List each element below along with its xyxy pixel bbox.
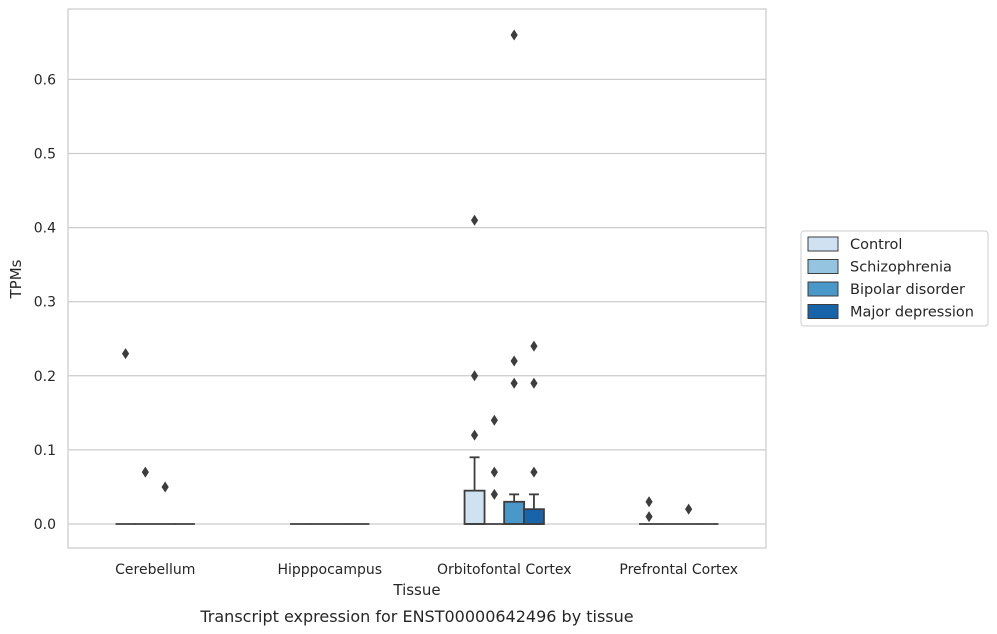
y-tick-label: 0.6 bbox=[34, 72, 56, 88]
legend-frame bbox=[800, 230, 989, 327]
box bbox=[503, 500, 526, 525]
box-bipolar-disorder bbox=[678, 503, 699, 525]
y-tick-label: 0.5 bbox=[34, 147, 56, 163]
x-tick-label: Cerebellum bbox=[115, 562, 195, 578]
outlier-point bbox=[161, 481, 169, 493]
outlier-point bbox=[685, 503, 693, 515]
legend-entry-label: Schizophrenia bbox=[850, 260, 952, 276]
outlier-point bbox=[530, 340, 538, 352]
box-control bbox=[115, 348, 136, 525]
outlier-point bbox=[530, 466, 538, 478]
outlier-point bbox=[510, 29, 518, 41]
outlier-point bbox=[470, 370, 479, 382]
x-tick-label: Hipppocampus bbox=[277, 562, 382, 578]
box-schizophrenia bbox=[135, 466, 156, 525]
outlier-point bbox=[470, 214, 479, 226]
y-tick-label: 0.4 bbox=[34, 221, 56, 237]
outlier-point bbox=[645, 511, 653, 523]
legend-swatch bbox=[807, 236, 839, 252]
y-tick-label: 0.2 bbox=[34, 369, 56, 385]
outlier-point bbox=[490, 414, 498, 426]
x-tick-labels: Cerebellum Hipppocampus Orbitofontal Corte… bbox=[115, 562, 738, 578]
outlier-point bbox=[510, 355, 518, 367]
legend-entry-label: Bipolar disorder bbox=[850, 282, 965, 298]
x-tick-label: Prefrontal Cortex bbox=[619, 562, 738, 578]
box-major-depression bbox=[523, 340, 545, 525]
y-tick-label: 0.0 bbox=[34, 517, 56, 533]
outlier-point bbox=[530, 377, 538, 389]
outlier-point bbox=[121, 348, 130, 360]
outlier-point bbox=[470, 429, 479, 441]
legend-entry-label: Control bbox=[850, 237, 902, 253]
chart-caption: Transcript expression for ENST0000064249… bbox=[199, 607, 633, 626]
legend-entry-label: Major depression bbox=[850, 305, 974, 321]
outlier-point bbox=[490, 488, 498, 500]
legend: Control Schizophrenia Bipolar disorder Majo… bbox=[800, 230, 989, 327]
plot-frame bbox=[67, 8, 767, 549]
box-bipolar-disorder bbox=[503, 29, 526, 525]
box-schizophrenia bbox=[484, 414, 505, 525]
box bbox=[463, 489, 486, 525]
y-axis-label: TPMs bbox=[7, 259, 25, 299]
box-control bbox=[639, 496, 660, 525]
gridlines bbox=[68, 78, 766, 525]
box-control bbox=[463, 214, 486, 525]
box-bipolar-disorder bbox=[155, 481, 176, 525]
box-groups bbox=[115, 29, 719, 525]
x-axis-label: Tissue bbox=[392, 581, 440, 599]
x-tick-label: Orbitofontal Cortex bbox=[437, 562, 572, 578]
box bbox=[523, 508, 545, 525]
outlier-point bbox=[141, 466, 149, 478]
y-tick-label: 0.1 bbox=[34, 443, 56, 459]
y-tick-labels: 0.0 0.1 0.2 0.3 0.4 0.5 0.6 bbox=[34, 72, 56, 533]
outlier-point bbox=[510, 377, 518, 389]
outlier-point bbox=[490, 466, 498, 478]
legend-swatch bbox=[807, 281, 839, 297]
legend-swatch bbox=[807, 304, 839, 319]
y-tick-label: 0.3 bbox=[34, 295, 56, 311]
legend-swatch bbox=[807, 259, 839, 274]
outlier-point bbox=[645, 496, 653, 508]
